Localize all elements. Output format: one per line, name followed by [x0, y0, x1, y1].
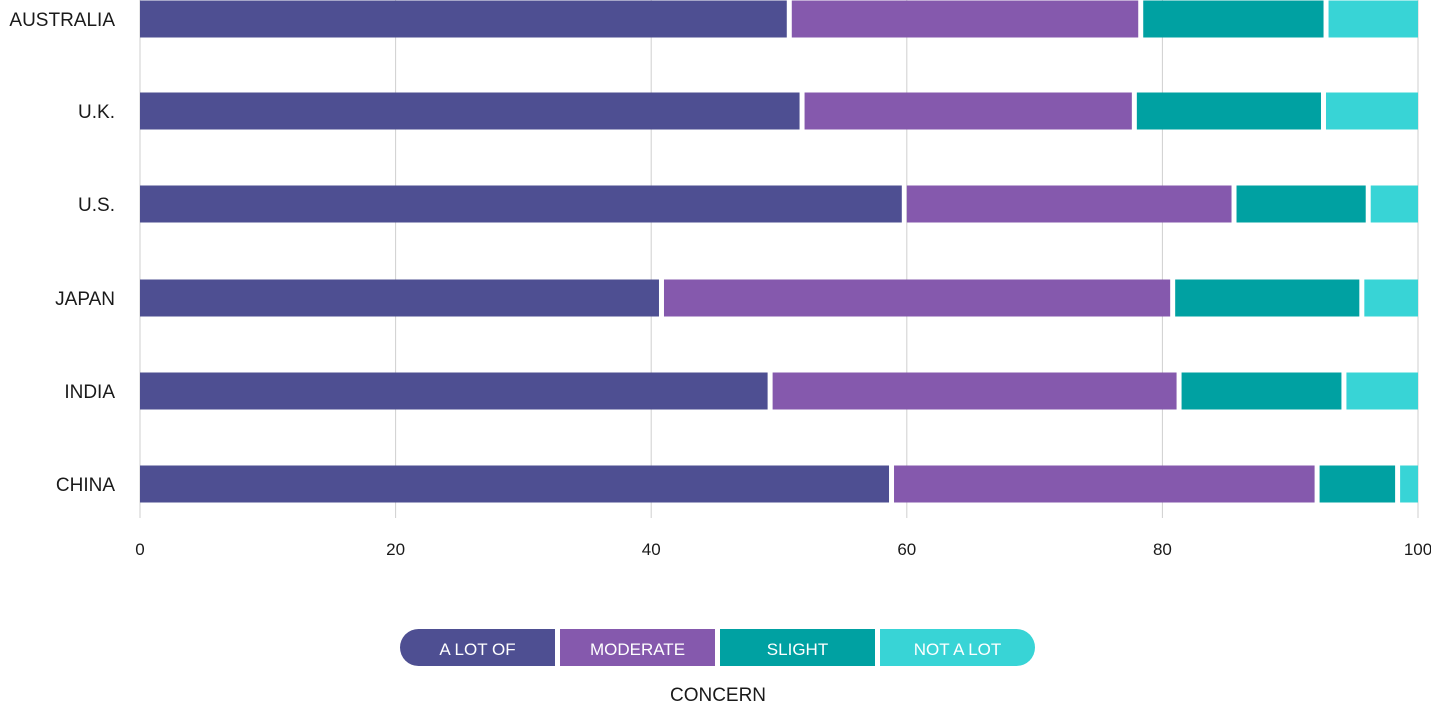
- bar-segment: [140, 0, 787, 38]
- legend-swatch: [560, 629, 715, 666]
- bar-segment: [1346, 372, 1418, 410]
- x-tick-label: 0: [135, 540, 144, 559]
- x-tick-label: 60: [897, 540, 916, 559]
- bar-segment: [1325, 92, 1418, 130]
- bar-segment: [1328, 0, 1418, 38]
- x-tick-label: 20: [386, 540, 405, 559]
- category-label: JAPAN: [55, 289, 115, 310]
- category-label: U.S.: [78, 195, 115, 216]
- legend-swatch: [400, 629, 555, 666]
- x-tick-label: 100: [1404, 540, 1431, 559]
- legend-item: A LOT OF: [400, 629, 555, 666]
- legend-item: MODERATE: [560, 629, 715, 666]
- bar-segment: [1364, 279, 1418, 317]
- bar-segment: [1136, 92, 1321, 130]
- category-label: INDIA: [64, 382, 115, 403]
- legend-label: NOT A LOT: [914, 640, 1002, 659]
- bars: [140, 0, 1418, 503]
- bar-segment: [1175, 279, 1360, 317]
- bar-segment: [1236, 185, 1366, 223]
- grid-lines: [139, 0, 1419, 518]
- bar-segment: [140, 279, 659, 317]
- bar-segment: [1370, 185, 1418, 223]
- bar-segment: [772, 372, 1177, 410]
- legend: A LOT OF MODERATE SLIGHT NOT A LOT: [400, 629, 1035, 666]
- x-tick-label: 40: [642, 540, 661, 559]
- legend-label: SLIGHT: [767, 640, 828, 659]
- category-label: U.K.: [78, 102, 115, 123]
- legend-swatch: [720, 629, 875, 666]
- x-tick-label: 80: [1153, 540, 1172, 559]
- bar-segment: [791, 0, 1139, 38]
- bar-segment: [140, 185, 902, 223]
- bar-segment: [140, 92, 800, 130]
- legend-title: CONCERN: [670, 685, 766, 706]
- bar-segment: [894, 465, 1315, 503]
- legend-label: MODERATE: [590, 640, 685, 659]
- category-label: AUSTRALIA: [9, 10, 115, 31]
- bar-segment: [140, 465, 890, 503]
- bar-segment: [906, 185, 1232, 223]
- bar-segment: [1319, 465, 1396, 503]
- bar-segment: [140, 372, 768, 410]
- category-labels: AUSTRALIA U.K. U.S. JAPAN INDIA CHINA: [9, 10, 115, 496]
- category-label: CHINA: [56, 475, 115, 496]
- bar-segment: [1143, 0, 1324, 38]
- x-axis-tick-labels: 0 20 40 60 80 100: [135, 540, 1431, 559]
- legend-item: SLIGHT: [720, 629, 875, 666]
- legend-label: A LOT OF: [439, 640, 515, 659]
- bar-segment: [1400, 465, 1418, 503]
- legend-swatch: [880, 629, 1035, 666]
- bar-segment: [663, 279, 1171, 317]
- legend-item: NOT A LOT: [880, 629, 1035, 666]
- bar-segment: [804, 92, 1132, 130]
- bar-segment: [1181, 372, 1342, 410]
